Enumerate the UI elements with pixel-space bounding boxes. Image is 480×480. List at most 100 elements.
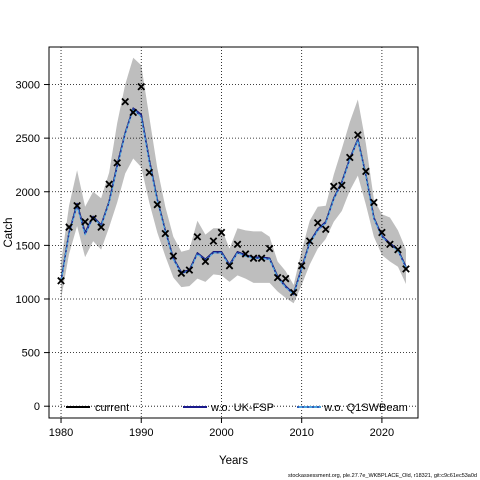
observed-point-2011 [305,237,314,245]
observed-mark-b [337,181,346,190]
observed-mark-b [297,261,306,270]
legend-label-current: current [95,402,129,414]
observed-point-2019 [370,198,378,207]
observed-point-2022 [394,245,402,254]
observed-mark-b [161,229,170,238]
observed-point-2005 [257,254,266,263]
observed-point-2009 [289,288,298,297]
observed-point-1981 [65,223,73,231]
observed-mark-b [209,237,218,245]
grid [49,47,418,418]
x-tick-label-2000: 2000 [209,427,233,439]
observed-point-1988 [121,97,130,106]
y-axis: 0 500 1000 1500 2000 2500 3000 [16,80,49,413]
legend-label-wo-uk-fsp: w.o. UK-FSP [210,402,274,414]
x-axis: 1980 1990 2000 2010 2020 [49,418,394,439]
observed-mark-b [354,131,362,139]
observed-mark-b [281,274,290,283]
y-tick-label-2000: 2000 [16,187,40,199]
observed-mark-b [370,198,378,207]
confidence-band [61,57,406,304]
observed-mark-b [169,252,178,260]
observed-mark-b [57,276,65,285]
observed-points [57,82,410,297]
observed-point-1998 [201,257,210,266]
x-tick-label-2010: 2010 [289,427,313,439]
observed-point-2016 [345,153,354,162]
observed-mark-b [105,180,113,189]
y-tick-label-3000: 3000 [16,80,40,92]
observed-point-2013 [321,225,330,234]
observed-mark-b [289,288,298,297]
observed-mark-b [97,223,105,231]
observed-point-1990 [137,82,146,91]
observed-point-2021 [386,240,394,249]
y-tick-label-0: 0 [34,401,40,413]
observed-mark-b [113,158,122,167]
observed-mark-b [153,200,162,209]
legend: current w.o. UK-FSP w.o. Q1SWBeam [66,402,408,414]
y-axis-label: Catch [3,217,15,247]
observed-mark-b [273,273,282,282]
observed-point-2003 [241,250,250,258]
observed-point-2014 [329,182,338,191]
observed-mark-b [217,228,226,237]
observed-point-1986 [105,180,113,189]
observed-point-1996 [185,266,194,274]
observed-mark-b [378,228,386,237]
observed-point-1982 [73,201,81,210]
y-tick-label-500: 500 [22,348,40,360]
observed-mark-b [402,265,410,273]
observed-mark-b [394,245,402,254]
observed-mark-b [321,225,330,234]
observed-point-1997 [193,232,202,241]
observed-point-2015 [337,181,346,190]
observed-mark-b [362,167,370,176]
observed-point-2006 [265,244,274,253]
observed-point-1985 [97,223,105,231]
y-tick-label-1500: 1500 [16,240,40,252]
observed-mark-b [65,223,73,231]
observed-mark-b [121,97,130,106]
observed-point-1995 [177,269,186,278]
observed-mark-b [313,219,322,227]
observed-mark-b [129,108,138,117]
x-tick-label-2020: 2020 [370,427,394,439]
observed-point-2010 [297,261,306,270]
x-tick-label-1980: 1980 [49,427,73,439]
observed-point-2012 [313,219,322,227]
observed-mark-b [386,240,394,249]
observed-point-1994 [169,252,178,260]
observed-point-1992 [153,200,162,209]
observed-point-2008 [281,274,290,283]
observed-point-1989 [129,108,138,117]
observed-point-1983 [81,217,89,226]
observed-mark-b [249,254,258,263]
observed-point-1984 [89,214,97,223]
footer-note: stockassessment.org, ple.27.7e_WKBPLACE_… [288,473,477,479]
observed-point-2000 [217,228,226,237]
observed-point-2002 [233,240,242,249]
observed-mark-b [201,257,210,266]
observed-point-2017 [354,131,362,139]
observed-mark-b [225,261,234,270]
observed-point-2020 [378,228,386,237]
observed-mark-b [177,269,186,278]
legend-label-wo-q1swbeam: w.o. Q1SWBeam [323,402,408,414]
x-tick-label-1990: 1990 [129,427,153,439]
observed-mark-b [73,201,81,210]
observed-point-2023 [402,265,410,273]
observed-point-1993 [161,229,170,238]
observed-mark-b [193,232,202,241]
observed-point-2001 [225,261,234,270]
observed-point-1999 [209,237,218,245]
plot-frame [48,46,419,419]
observed-point-2007 [273,273,282,282]
observed-mark-b [145,168,154,177]
observed-mark-b [345,153,354,162]
observed-point-2004 [249,254,258,263]
observed-mark-b [305,237,314,245]
observed-point-2018 [362,167,370,176]
observed-mark-b [241,250,250,258]
observed-mark-b [265,244,274,253]
